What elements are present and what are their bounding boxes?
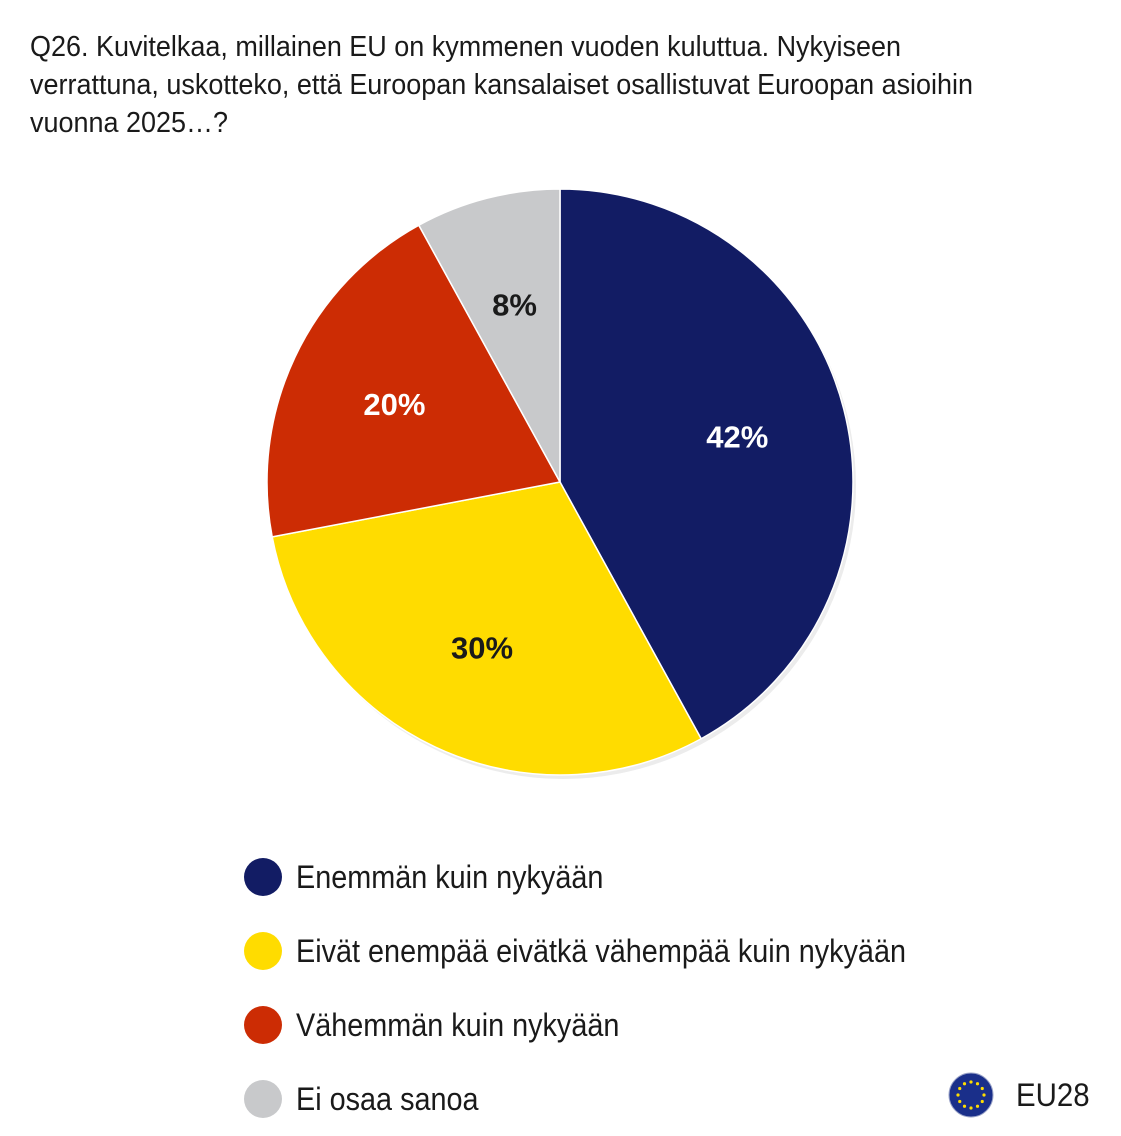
data-label-more: 42%: [706, 419, 768, 454]
chart-title: Q26. Kuvitelkaa, millainen EU on kymmene…: [30, 31, 974, 139]
legend-item-same: Eivät enempää eivätkä vähempää kuin nyky…: [244, 914, 974, 988]
region-label: EU28: [1016, 1076, 1090, 1113]
legend-label-dont-know: Ei osaa sanoa: [296, 1080, 479, 1117]
legend-label-same: Eivät enempää eivätkä vähempää kuin nyky…: [296, 932, 906, 969]
legend-label-more: Enemmän kuin nykyään: [296, 858, 604, 895]
legend-swatch-less: [244, 1006, 282, 1044]
data-label-dont-know: 8%: [492, 288, 537, 323]
pie-slice-more: [559, 188, 854, 740]
legend-swatch-dont-know: [244, 1080, 282, 1118]
legend-item-more: Enemmän kuin nykyään: [244, 840, 974, 914]
pie-slice-less: [266, 224, 562, 538]
pie-slice-same: [271, 481, 703, 776]
eu-flag-icon: [948, 1072, 994, 1118]
data-label-same: 30%: [451, 631, 513, 666]
data-label-less: 20%: [363, 387, 425, 422]
legend-swatch-more: [244, 858, 282, 896]
legend-item-less: Vähemmän kuin nykyään: [244, 988, 974, 1062]
pie-chart: 42% 30% 20% 8%: [266, 188, 856, 779]
region-indicator: EU28: [948, 1072, 1096, 1118]
legend-swatch-same: [244, 932, 282, 970]
chart-legend: Enemmän kuin nykyään Eivät enempää eivät…: [244, 840, 974, 1136]
pie-slice-dont-know: [417, 188, 561, 483]
legend-label-less: Vähemmän kuin nykyään: [296, 1006, 620, 1043]
legend-item-dont-know: Ei osaa sanoa: [244, 1062, 974, 1136]
